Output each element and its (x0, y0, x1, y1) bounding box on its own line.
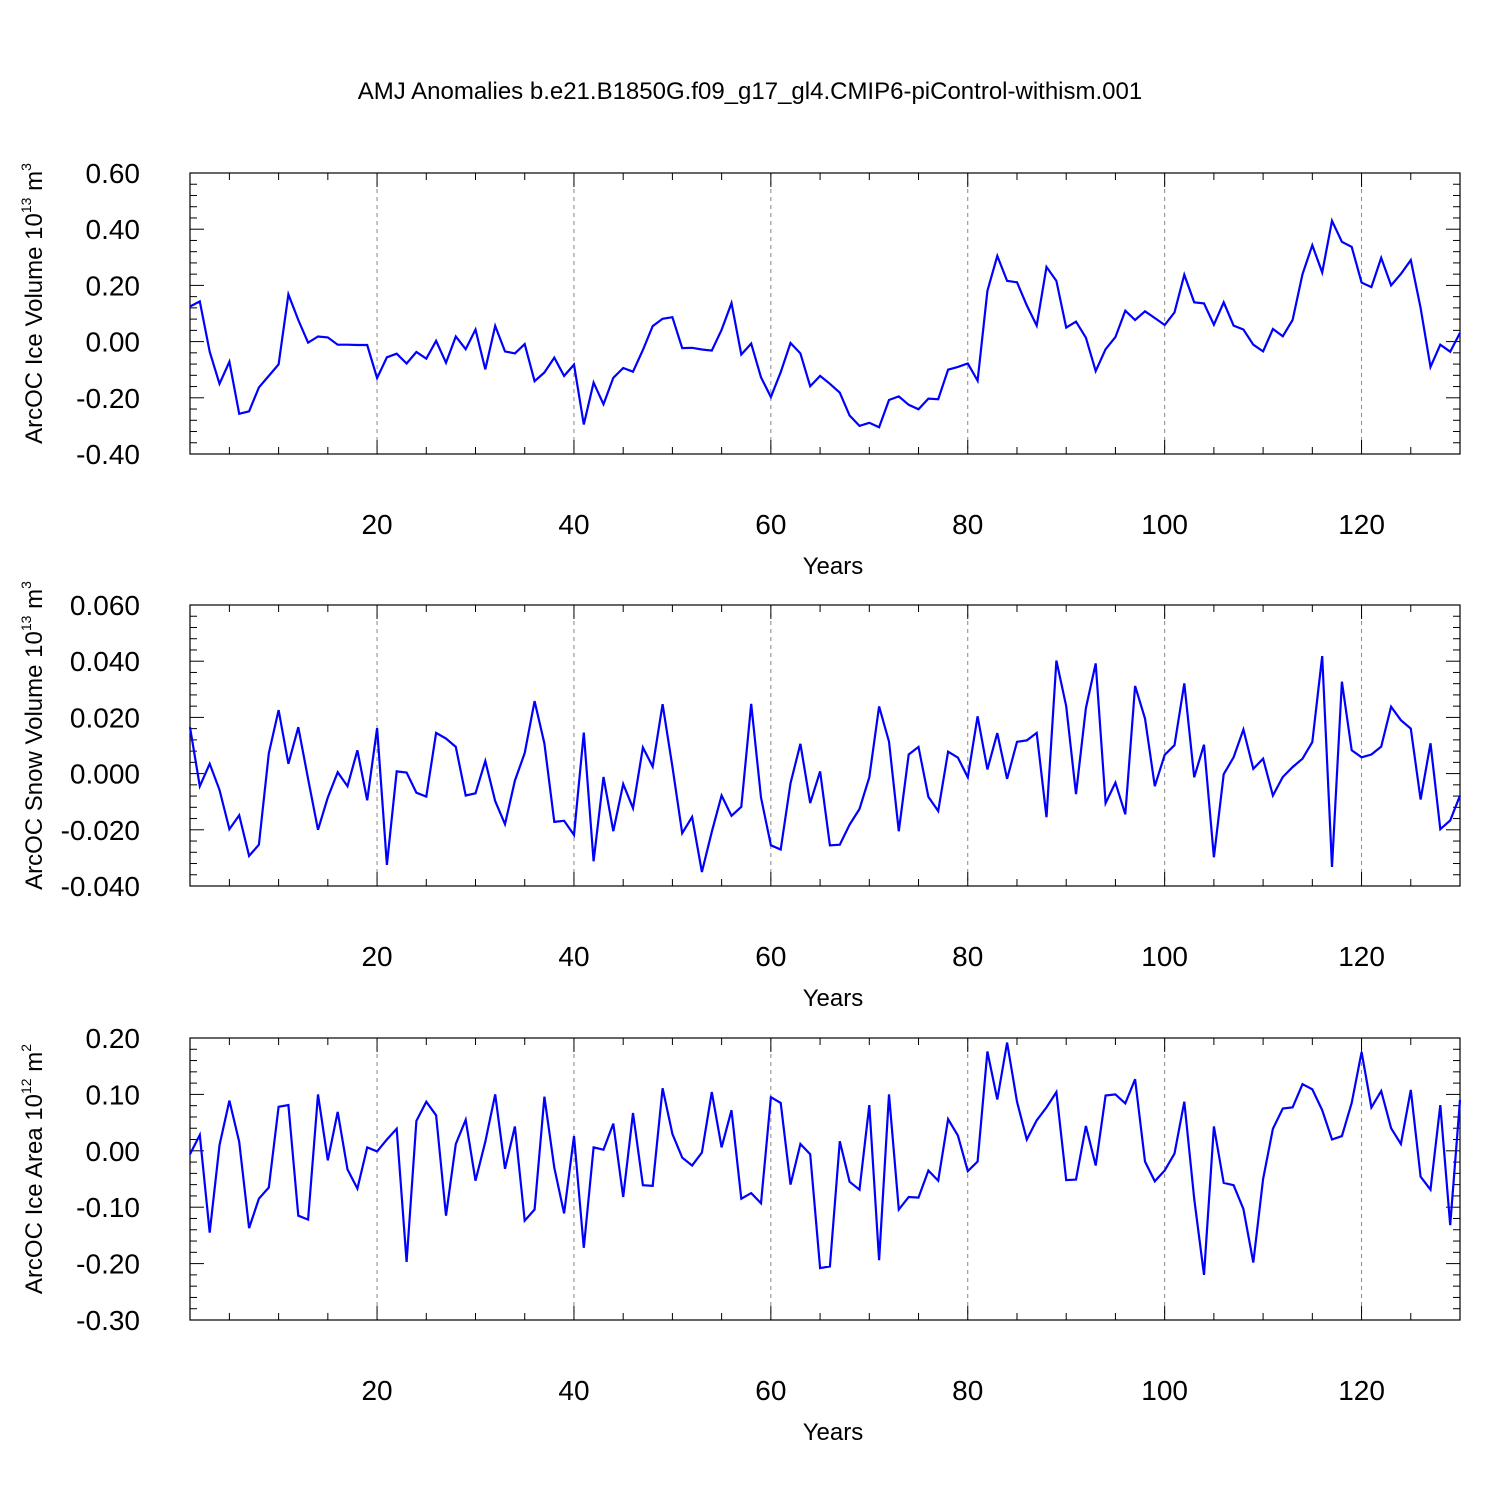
y-axis-title-unit: m (21, 589, 48, 616)
x-tick-label: 80 (952, 1375, 983, 1406)
y-tick-label: 0.000 (70, 759, 140, 790)
y-axis-title-main: ArcOC Ice Volume 10 (21, 213, 48, 444)
x-tick-label: 40 (558, 941, 589, 972)
figure-title: AMJ Anomalies b.e21.B1850G.f09_g17_gl4.C… (357, 78, 1143, 105)
series-line-ice-area (189, 1042, 1462, 1276)
y-axis-title-main: ArcOC Snow Volume 10 (21, 631, 48, 890)
y-tick-label: 0.60 (86, 158, 141, 189)
y-tick-label: -0.40 (76, 439, 140, 470)
y-axis-title: ArcOC Snow Volume 1013 m3 (18, 581, 48, 890)
y-axis-title-exponent: 13 (18, 615, 34, 631)
y-tick-label: 0.40 (86, 214, 141, 245)
x-tick-label: 120 (1338, 509, 1385, 540)
plot-frame (189, 1037, 1461, 1321)
y-tick-label: 0.060 (70, 590, 140, 621)
y-tick-label: 0.10 (86, 1079, 141, 1110)
y-tick-label: -0.020 (61, 815, 140, 846)
y-tick-label: 0.00 (86, 327, 141, 358)
y-tick-label: -0.20 (76, 1249, 140, 1280)
x-tick-label: 20 (361, 509, 392, 540)
chart-panel-2: 20 40 60 80 100 120 -0.040 -0.020 0.000 0.020 0.04… (18, 581, 1462, 1012)
x-tick-label: 100 (1141, 509, 1188, 540)
y-tick-label: 0.020 (70, 702, 140, 733)
chart-panel-3: 20 40 60 80 100 120 -0.30 -0.20 -0.10 0.00 0.10 0.2… (18, 1023, 1462, 1446)
y-axis-title-main: ArcOC Ice Area 10 (21, 1094, 48, 1294)
x-tick-label: 40 (558, 1375, 589, 1406)
y-axis-title-unit: m (21, 171, 48, 198)
y-tick-label: 0.20 (86, 1023, 141, 1054)
data-points (189, 1041, 1461, 1276)
x-tick-label: 100 (1141, 1375, 1188, 1406)
y-axis-title-unit-exponent: 3 (18, 163, 34, 171)
data-points (189, 220, 1461, 429)
x-tick-label: 20 (361, 1375, 392, 1406)
x-tick-label: 20 (361, 941, 392, 972)
x-tick-label: 120 (1338, 941, 1385, 972)
x-tick-label: 80 (952, 509, 983, 540)
y-axis-title-exponent: 12 (18, 1078, 34, 1094)
x-tick-label: 40 (558, 509, 589, 540)
chart-panel-1: 20 40 60 80 100 120 -0.40 -0.20 0.00 0.20 0.40 0.60… (18, 158, 1461, 580)
y-axis-title: ArcOC Ice Area 1012 m2 (18, 1044, 48, 1294)
y-tick-label: 0.20 (86, 270, 141, 301)
y-axis-title-unit-exponent: 3 (18, 581, 34, 589)
x-axis-title: Years (803, 553, 864, 580)
x-tick-label: 60 (755, 509, 786, 540)
plot-frame (189, 172, 1461, 455)
x-tick-label: 60 (755, 941, 786, 972)
x-tick-label: 100 (1141, 941, 1188, 972)
y-axis-title-exponent: 13 (18, 197, 34, 213)
plot-frame (189, 604, 1461, 887)
series-line-ice-volume (189, 217, 1461, 429)
y-tick-label: -0.10 (76, 1192, 140, 1223)
y-axis-title: ArcOC Ice Volume 1013 m3 (18, 163, 48, 444)
x-axis-title: Years (803, 1419, 864, 1446)
y-axis-title-unit-exponent: 2 (18, 1044, 34, 1052)
series-line-snow-volume (188, 655, 1462, 873)
y-axis-title-unit: m (21, 1052, 48, 1079)
y-tick-label: -0.040 (61, 871, 140, 902)
y-tick-label: -0.20 (76, 383, 140, 414)
y-tick-label: 0.00 (86, 1136, 141, 1167)
x-tick-label: 120 (1338, 1375, 1385, 1406)
y-tick-label: 0.040 (70, 646, 140, 677)
x-tick-label: 60 (755, 1375, 786, 1406)
y-tick-label: -0.30 (76, 1305, 140, 1336)
x-tick-label: 80 (952, 941, 983, 972)
x-axis-title: Years (803, 985, 864, 1012)
